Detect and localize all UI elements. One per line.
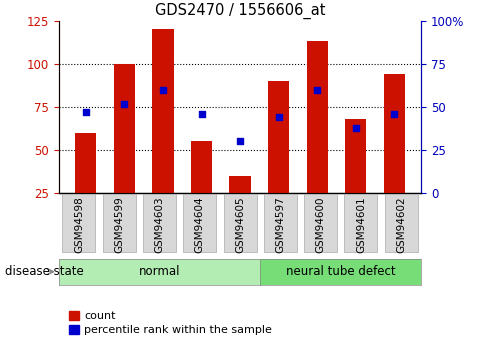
Point <box>82 109 90 115</box>
Text: GSM94601: GSM94601 <box>356 196 366 253</box>
Point <box>391 111 398 117</box>
Text: GSM94603: GSM94603 <box>154 196 165 253</box>
Bar <box>345 119 367 193</box>
Text: GSM94604: GSM94604 <box>195 196 205 253</box>
Point <box>197 111 205 117</box>
Text: disease state: disease state <box>5 265 84 278</box>
Legend: count, percentile rank within the sample: count, percentile rank within the sample <box>64 306 277 339</box>
Text: GSM94597: GSM94597 <box>275 196 285 253</box>
Point <box>236 139 244 144</box>
FancyBboxPatch shape <box>385 195 418 253</box>
FancyBboxPatch shape <box>183 195 216 253</box>
Bar <box>75 133 97 193</box>
Text: GSM94599: GSM94599 <box>114 196 124 253</box>
Bar <box>191 141 212 193</box>
Text: GSM94600: GSM94600 <box>316 196 326 253</box>
Bar <box>307 41 328 193</box>
Text: GSM94605: GSM94605 <box>235 196 245 253</box>
Text: GSM94602: GSM94602 <box>396 196 406 253</box>
Bar <box>384 74 405 193</box>
FancyBboxPatch shape <box>264 195 297 253</box>
Text: neural tube defect: neural tube defect <box>286 265 395 278</box>
Point <box>352 125 360 130</box>
Point <box>121 101 128 106</box>
Text: normal: normal <box>139 265 180 278</box>
Bar <box>268 81 289 193</box>
FancyBboxPatch shape <box>143 195 176 253</box>
FancyBboxPatch shape <box>344 195 377 253</box>
Point <box>313 87 321 92</box>
FancyBboxPatch shape <box>62 195 96 253</box>
FancyBboxPatch shape <box>223 195 257 253</box>
Bar <box>152 29 173 193</box>
FancyBboxPatch shape <box>304 195 337 253</box>
Point <box>275 115 283 120</box>
Title: GDS2470 / 1556606_at: GDS2470 / 1556606_at <box>155 3 325 19</box>
Point <box>159 87 167 92</box>
Bar <box>114 64 135 193</box>
Text: GSM94598: GSM94598 <box>74 196 84 253</box>
FancyBboxPatch shape <box>103 195 136 253</box>
Bar <box>229 176 251 193</box>
